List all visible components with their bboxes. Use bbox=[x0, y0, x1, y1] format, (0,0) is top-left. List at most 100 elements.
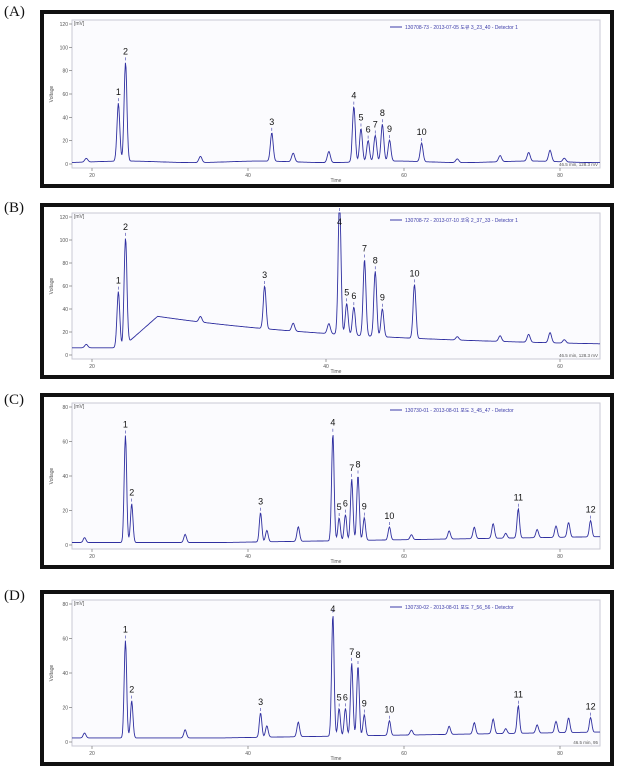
x-tick-label: 20 bbox=[89, 751, 95, 757]
y-tick-label: 80 bbox=[62, 602, 68, 608]
x-tick-label: 60 bbox=[401, 554, 407, 560]
peak-label: 4 bbox=[351, 91, 356, 101]
peak-label: 7 bbox=[362, 243, 367, 253]
y-unit-label: [mV] bbox=[74, 404, 85, 410]
x-tick-label: 20 bbox=[89, 173, 95, 179]
peak-label: 5 bbox=[337, 502, 342, 512]
peak-label: 6 bbox=[343, 692, 348, 702]
y-tick-label: 0 bbox=[65, 740, 68, 746]
plot-area bbox=[71, 599, 601, 747]
peak-label: 8 bbox=[355, 460, 360, 470]
chromatogram-trace bbox=[72, 616, 601, 739]
peak-label: 2 bbox=[129, 685, 134, 695]
peak-label: 4 bbox=[330, 604, 335, 614]
panel-d-frame: 80 60 40 20 0 20 40 60 80 [mV] Voltage Time 130730-0… bbox=[40, 590, 614, 766]
x-tick-label: 20 bbox=[89, 554, 95, 560]
legend-entry: 130708-73 - 2013-07-05 도큐 3_23_40 - Dete… bbox=[405, 25, 518, 31]
peak-label: 3 bbox=[262, 270, 267, 280]
x-tick-label: 40 bbox=[245, 554, 251, 560]
peak-label: 10 bbox=[384, 511, 394, 521]
y-tick-label: 120 bbox=[60, 215, 69, 221]
y-unit-label: [mV] bbox=[74, 21, 85, 27]
x-tick-label: 60 bbox=[401, 751, 407, 757]
peak-label: 2 bbox=[123, 46, 128, 56]
peak-label: 5 bbox=[344, 287, 349, 297]
x-tick-label: 40 bbox=[323, 364, 329, 370]
y-tick-label: 20 bbox=[62, 330, 68, 336]
panel-b-frame: 120 100 80 60 40 20 0 20 40 60 [mV] Voltage Time 1307… bbox=[40, 203, 614, 379]
y-unit-label: [mV] bbox=[74, 601, 85, 607]
peak-label: 9 bbox=[362, 699, 367, 709]
peak-label: 1 bbox=[123, 625, 128, 635]
peak-label: 7 bbox=[373, 119, 378, 129]
panel-d-label: (D) bbox=[4, 588, 25, 604]
y-axis-label: Voltage bbox=[49, 85, 55, 102]
peak-label: 7 bbox=[349, 647, 354, 657]
peak-label: 8 bbox=[380, 108, 385, 118]
plot-area bbox=[71, 402, 601, 550]
y-tick-label: 60 bbox=[62, 284, 68, 290]
peak-label: 8 bbox=[355, 650, 360, 660]
chromatogram-d: 80 60 40 20 0 20 40 60 80 [mV] Voltage Time 130730-0… bbox=[49, 599, 601, 762]
x-tick-label: 20 bbox=[89, 364, 95, 370]
legend-entry: 130730-02 - 2013-08-01 포도 7_56_56 - Dete… bbox=[405, 605, 514, 611]
peak-label: 5 bbox=[337, 693, 342, 703]
y-tick-label: 100 bbox=[60, 238, 69, 244]
y-tick-label: 80 bbox=[62, 405, 68, 411]
status-readout: 46.5 min, 95 bbox=[573, 740, 598, 745]
y-tick-label: 40 bbox=[62, 474, 68, 480]
x-axis-label: Time bbox=[331, 178, 342, 184]
peak-label: 3 bbox=[258, 497, 263, 507]
peak-label: 8 bbox=[373, 255, 378, 265]
peak-label: 6 bbox=[351, 291, 356, 301]
peak-label: 3 bbox=[258, 697, 263, 707]
peak-label: 4 bbox=[337, 217, 342, 227]
y-tick-label: 0 bbox=[65, 162, 68, 168]
panel-c-frame: 80 60 40 20 0 20 40 60 80 [mV] Voltage Time 130730-0… bbox=[40, 393, 614, 569]
y-tick-label: 100 bbox=[60, 45, 69, 51]
x-tick-label: 80 bbox=[557, 554, 563, 560]
y-tick-label: 60 bbox=[62, 637, 68, 643]
peak-label: 5 bbox=[358, 113, 363, 123]
panel-b-label: (B) bbox=[4, 200, 24, 216]
peak-label: 7 bbox=[349, 463, 354, 473]
y-axis-label: Voltage bbox=[49, 467, 55, 484]
peak-label: 3 bbox=[269, 117, 274, 127]
y-tick-label: 0 bbox=[65, 543, 68, 549]
peak-label: 11 bbox=[514, 690, 523, 700]
status-readout: 46.5 min, 128.3 mV bbox=[559, 353, 598, 358]
peak-label: 11 bbox=[514, 493, 523, 503]
peak-label: 12 bbox=[586, 505, 596, 515]
x-tick-label: 40 bbox=[245, 751, 251, 757]
y-tick-label: 80 bbox=[62, 69, 68, 75]
legend-entry: 130708-72 - 2013-07-10 코옥 2_37_33 - Dete… bbox=[405, 218, 518, 224]
x-tick-label: 60 bbox=[557, 364, 563, 370]
y-tick-label: 40 bbox=[62, 671, 68, 677]
y-tick-label: 60 bbox=[62, 92, 68, 98]
status-readout: 46.5 min, 128.3 mV bbox=[559, 162, 598, 167]
peak-label: 10 bbox=[384, 705, 394, 715]
chromatogram-b: 120 100 80 60 40 20 0 20 40 60 [mV] Voltage Time 1307… bbox=[49, 208, 601, 375]
y-tick-label: 60 bbox=[62, 440, 68, 446]
peak-label: 9 bbox=[387, 124, 392, 134]
chromatogram-trace bbox=[72, 62, 600, 164]
x-tick-label: 60 bbox=[401, 173, 407, 179]
panel-a-label: (A) bbox=[4, 4, 25, 20]
peak-label: 1 bbox=[116, 276, 121, 286]
x-tick-label: 80 bbox=[557, 751, 563, 757]
legend-entry: 130730-01 - 2013-08-01 포도 3_45_47 - Dete… bbox=[405, 408, 514, 414]
peak-label: 10 bbox=[409, 268, 419, 278]
y-axis-label: Voltage bbox=[49, 277, 55, 294]
x-tick-label: 80 bbox=[557, 173, 563, 179]
peak-label: 10 bbox=[417, 127, 427, 137]
x-axis-label: Time bbox=[331, 756, 342, 762]
chromatogram-c: 80 60 40 20 0 20 40 60 80 [mV] Voltage Time 130730-0… bbox=[49, 402, 601, 565]
peak-label: 9 bbox=[380, 293, 385, 303]
peak-label: 1 bbox=[123, 419, 128, 429]
y-tick-label: 20 bbox=[62, 509, 68, 515]
x-axis-label: Time bbox=[331, 369, 342, 375]
peak-label: 2 bbox=[123, 222, 128, 232]
peak-label: 9 bbox=[362, 502, 367, 512]
peak-label: 4 bbox=[330, 418, 335, 428]
